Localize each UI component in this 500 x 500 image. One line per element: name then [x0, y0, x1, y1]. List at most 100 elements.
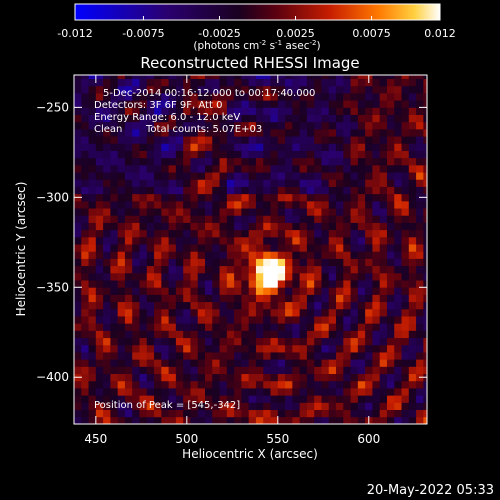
heatmap-cell [379, 287, 388, 295]
heatmap-cell [117, 222, 126, 231]
heatmap-cell [343, 244, 351, 252]
heatmap-cell [401, 136, 410, 144]
heatmap-cell [161, 200, 170, 209]
heatmap-cell [372, 150, 381, 159]
heatmap-cell [146, 316, 155, 324]
heatmap-cell [372, 229, 381, 238]
heatmap-cell [117, 157, 126, 166]
heatmap-cell [321, 121, 330, 130]
heatmap-cell [285, 143, 293, 151]
heatmap-cell [336, 280, 344, 288]
heatmap-cell [401, 222, 410, 231]
heatmap-cell [248, 258, 257, 267]
heatmap-cell [285, 78, 293, 87]
heatmap-cell [357, 78, 366, 87]
heatmap-cell [372, 208, 381, 216]
heatmap-cell [270, 107, 279, 115]
heatmap-cell [205, 208, 213, 216]
y-tick-label: −300 [36, 190, 69, 204]
heatmap-cell [117, 186, 126, 195]
heatmap-cell [234, 172, 242, 180]
heatmap-cell [103, 287, 111, 295]
heatmap-cell [336, 337, 344, 346]
heatmap-cell [328, 157, 337, 166]
heatmap-cell [74, 107, 82, 115]
heatmap-cell [241, 236, 250, 245]
heatmap-cell [372, 258, 381, 267]
heatmap-cell [350, 402, 359, 411]
heatmap-cell [110, 337, 119, 346]
heatmap-cell [379, 164, 388, 173]
heatmap-cell [321, 172, 330, 180]
heatmap-cell [124, 330, 133, 339]
heatmap-cell [146, 373, 155, 382]
heatmap-cell [190, 388, 199, 396]
heatmap-cell [110, 344, 119, 353]
heatmap-cell [336, 272, 344, 281]
heatmap-cell [205, 186, 213, 195]
heatmap-cell [292, 344, 301, 353]
heatmap-cell [175, 380, 184, 389]
heatmap-cell [81, 409, 89, 418]
heatmap-cell [132, 395, 140, 403]
heatmap-cell [255, 373, 264, 382]
heatmap-cell [292, 272, 301, 281]
heatmap-cell [306, 287, 315, 295]
heatmap-cell [154, 193, 162, 202]
heatmap-cell [379, 150, 388, 159]
heatmap-cell [336, 344, 344, 353]
heatmap-cell [423, 150, 427, 159]
heatmap-cell [205, 265, 213, 274]
heatmap-cell [416, 78, 424, 87]
heatmap-cell [292, 85, 301, 94]
heatmap-cell [205, 114, 213, 123]
heatmap-cell [357, 215, 366, 223]
heatmap-cell [299, 366, 308, 375]
heatmap-cell [197, 308, 206, 317]
heatmap-cell [401, 337, 410, 346]
heatmap-cell [110, 280, 119, 288]
heatmap-cell [248, 352, 257, 360]
heatmap-cell [241, 215, 250, 223]
heatmap-cell [306, 244, 315, 252]
heatmap-cell [423, 244, 427, 252]
heatmap-cell [175, 373, 184, 382]
heatmap-cell [299, 380, 308, 389]
heatmap-cell [117, 330, 126, 339]
heatmap-cell [386, 366, 395, 375]
heatmap-cell [139, 78, 148, 87]
heatmap-cell [299, 75, 308, 79]
heatmap-cell [226, 85, 235, 94]
heatmap-cell [379, 380, 388, 389]
heatmap-cell [74, 308, 82, 317]
heatmap-cell [234, 92, 242, 101]
heatmap-cell [161, 100, 170, 108]
heatmap-cell [306, 366, 315, 375]
heatmap-cell [190, 402, 199, 411]
heatmap-cell [394, 287, 402, 295]
heatmap-cell [205, 179, 213, 187]
heatmap-cell [117, 121, 126, 130]
heatmap-cell [226, 150, 235, 159]
heatmap-cell [154, 416, 162, 424]
heatmap-cell [416, 416, 424, 424]
heatmap-cell [343, 229, 351, 238]
heatmap-cell [146, 208, 155, 216]
heatmap-cell [154, 409, 162, 418]
heatmap-cell [277, 215, 286, 223]
heatmap-cell [161, 323, 170, 331]
heatmap-image [74, 75, 427, 424]
heatmap-cell [175, 323, 184, 331]
heatmap-cell [336, 121, 344, 130]
heatmap-cell [175, 352, 184, 360]
heatmap-cell [379, 143, 388, 151]
heatmap-cell [175, 200, 184, 209]
heatmap-cell [139, 157, 148, 166]
heatmap-cell [124, 75, 133, 79]
heatmap-cell [146, 85, 155, 94]
heatmap-cell [328, 330, 337, 339]
heatmap-cell [95, 308, 104, 317]
heatmap-cell [379, 114, 388, 123]
heatmap-cell [372, 323, 381, 331]
heatmap-cell [103, 301, 111, 310]
